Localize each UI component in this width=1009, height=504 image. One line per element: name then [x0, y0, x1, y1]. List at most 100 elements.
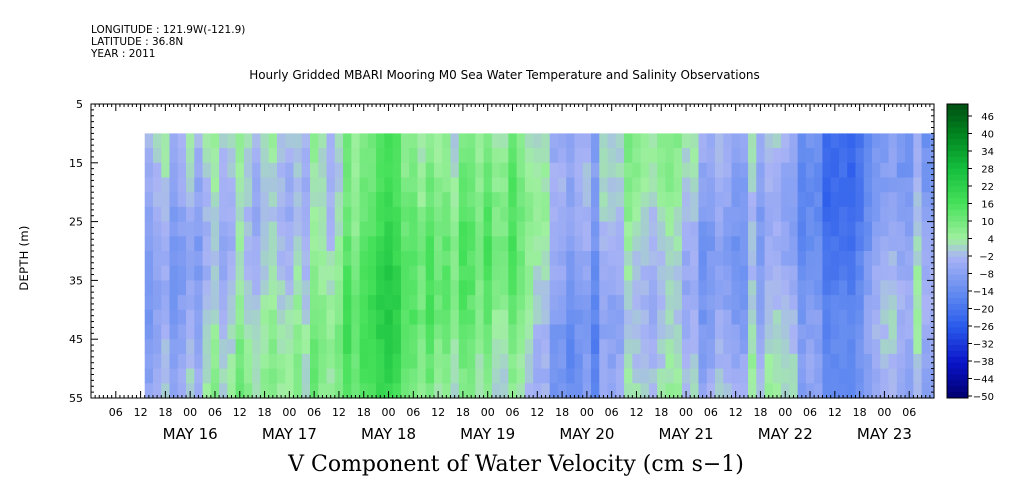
- heatmap-cell: [475, 383, 485, 399]
- heatmap-cell: [177, 280, 187, 296]
- heatmap-cell: [359, 251, 369, 267]
- heatmap-cell: [326, 280, 336, 296]
- heatmap-cell: [863, 383, 873, 399]
- x-tick-label: 18: [654, 406, 668, 419]
- heatmap-cell: [144, 339, 154, 355]
- heatmap-cell: [268, 251, 278, 267]
- heatmap-cell: [549, 309, 559, 326]
- heatmap-cell: [161, 206, 171, 223]
- heatmap-cell: [359, 383, 369, 399]
- heatmap-cell: [343, 324, 352, 340]
- heatmap-cell: [599, 162, 609, 179]
- heatmap-cell: [442, 280, 452, 296]
- heatmap-cell: [549, 295, 559, 311]
- heatmap-cell: [384, 133, 394, 149]
- heatmap-cell: [268, 162, 278, 179]
- heatmap-cell: [706, 265, 716, 281]
- heatmap-cell: [301, 353, 311, 370]
- heatmap-cell: [797, 251, 807, 267]
- colorbar-swatch: [947, 133, 968, 140]
- heatmap-cell: [516, 206, 526, 223]
- heatmap-cell: [227, 192, 237, 208]
- heatmap-cell: [872, 280, 881, 296]
- heatmap-cell: [186, 324, 195, 340]
- heatmap-cell: [888, 133, 898, 149]
- heatmap-cell: [169, 309, 179, 326]
- heatmap-cell: [855, 339, 865, 355]
- heatmap-cell: [557, 339, 567, 355]
- heatmap-cell: [772, 133, 782, 149]
- heatmap-cell: [458, 206, 468, 223]
- heatmap-cell: [624, 162, 633, 179]
- heatmap-cell: [905, 309, 914, 326]
- heatmap-cell: [417, 148, 427, 164]
- heatmap-cell: [417, 162, 427, 179]
- heatmap-cell: [235, 324, 245, 340]
- heatmap-cell: [417, 280, 427, 296]
- heatmap-cell: [739, 192, 749, 208]
- heatmap-cell: [541, 339, 551, 355]
- heatmap-cell: [657, 309, 666, 326]
- heatmap-cell: [293, 295, 303, 311]
- heatmap-cell: [318, 295, 328, 311]
- heatmap-cell: [789, 148, 799, 164]
- heatmap-cell: [888, 236, 898, 252]
- heatmap-cell: [276, 177, 286, 193]
- heatmap-cell: [814, 162, 824, 179]
- heatmap-cell: [731, 368, 741, 384]
- heatmap-cell: [599, 309, 609, 326]
- heatmap-cell: [640, 206, 650, 223]
- heatmap-cell: [632, 324, 642, 340]
- heatmap-cell: [582, 280, 592, 296]
- colorbar-tick-label: 46: [981, 112, 994, 123]
- heatmap-cell: [285, 192, 295, 208]
- heatmap-cell: [400, 192, 410, 208]
- colorbar-tick-label: −2: [979, 252, 994, 263]
- heatmap-cell: [574, 221, 584, 237]
- heatmap-cell: [838, 251, 848, 267]
- heatmap-cell: [657, 251, 666, 267]
- heatmap-cell: [500, 236, 509, 252]
- heatmap-cell: [723, 206, 733, 223]
- heatmap-cell: [929, 236, 935, 252]
- heatmap-cell: [169, 236, 179, 252]
- heatmap-cell: [739, 280, 749, 296]
- heatmap-cell: [417, 206, 427, 223]
- heatmap-cell: [500, 148, 509, 164]
- heatmap-cell: [541, 309, 551, 326]
- heatmap-cell: [169, 133, 179, 149]
- heatmap-cell: [698, 177, 708, 193]
- heatmap-cell: [731, 339, 741, 355]
- chart-title: Hourly Gridded MBARI Mooring M0 Sea Wate…: [249, 68, 760, 82]
- heatmap-cell: [351, 265, 361, 281]
- heatmap-cell: [367, 280, 377, 296]
- heatmap-cell: [293, 309, 303, 326]
- heatmap-cell: [764, 162, 774, 179]
- heatmap-cell: [607, 339, 617, 355]
- x-tick-label: 06: [406, 406, 420, 419]
- heatmap-cell: [219, 162, 228, 179]
- heatmap-cell: [516, 236, 526, 252]
- heatmap-cell: [450, 309, 460, 326]
- heatmap-cell: [276, 265, 286, 281]
- heatmap-cell: [376, 353, 385, 370]
- heatmap-cell: [533, 162, 543, 179]
- x-tick-label: 12: [431, 406, 445, 419]
- heatmap-cell: [260, 206, 270, 223]
- heatmap-cell: [673, 221, 683, 237]
- heatmap-cell: [582, 265, 592, 281]
- heatmap-cell: [301, 162, 311, 179]
- heatmap-cell: [739, 251, 749, 267]
- heatmap-cell: [475, 295, 485, 311]
- heatmap-cell: [640, 148, 650, 164]
- heatmap-cell: [838, 339, 848, 355]
- heatmap-cell: [177, 309, 187, 326]
- heatmap-cell: [805, 265, 815, 281]
- heatmap-cell: [293, 324, 303, 340]
- heatmap-cell: [814, 280, 824, 296]
- heatmap-cell: [615, 265, 625, 281]
- heatmap-cell: [161, 280, 171, 296]
- heatmap-cell: [508, 324, 518, 340]
- heatmap-cell: [657, 177, 666, 193]
- heatmap-cell: [524, 221, 534, 237]
